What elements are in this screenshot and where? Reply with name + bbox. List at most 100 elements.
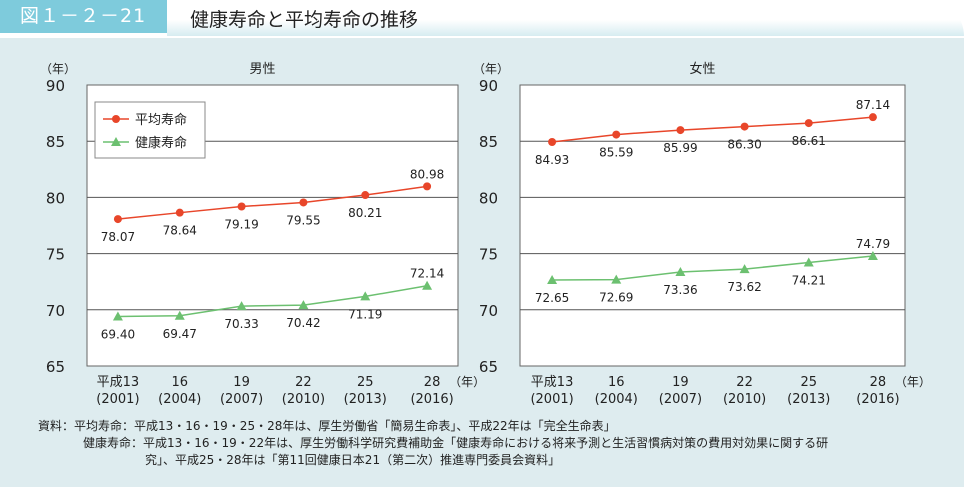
series-line bbox=[552, 255, 873, 281]
data-label: 80.98 bbox=[410, 167, 444, 181]
x-tick-label: 25 bbox=[357, 375, 374, 390]
figure-title: 健康寿命と平均寿命の推移 bbox=[190, 9, 419, 31]
legend-box bbox=[94, 101, 206, 159]
data-point bbox=[174, 310, 185, 320]
plot-area bbox=[519, 84, 906, 367]
data-point bbox=[612, 130, 621, 139]
data-label: 74.21 bbox=[792, 273, 826, 287]
x-tick-sublabel: (2016) bbox=[410, 392, 453, 407]
data-point bbox=[298, 300, 309, 310]
x-tick-label: 25 bbox=[800, 375, 817, 390]
data-point bbox=[675, 267, 686, 277]
y-tick-label: 80 bbox=[479, 189, 498, 207]
chart-title: 男性 bbox=[249, 62, 275, 77]
y-tick-label: 90 bbox=[479, 77, 498, 95]
data-label: 79.55 bbox=[286, 213, 320, 227]
y-tick-label: 85 bbox=[479, 133, 498, 151]
data-label: 72.14 bbox=[410, 267, 444, 281]
legend-marker bbox=[112, 115, 120, 123]
source-line-3: 究」、平成25・28年は「第11回健康日本21（第二次）推進専門委員会資料」 bbox=[145, 453, 561, 467]
x-tick-label: 22 bbox=[736, 375, 753, 390]
y-tick-label: 80 bbox=[46, 189, 65, 207]
data-label: 80.21 bbox=[348, 206, 382, 220]
data-point bbox=[611, 274, 622, 284]
data-point bbox=[360, 291, 371, 301]
y-axis-unit: （年） bbox=[40, 62, 76, 76]
y-tick-label: 75 bbox=[479, 246, 498, 264]
x-tick-sublabel: (2007) bbox=[220, 392, 263, 407]
x-tick-sublabel: (2004) bbox=[595, 392, 638, 407]
data-point bbox=[803, 257, 814, 267]
data-point bbox=[175, 208, 184, 217]
data-label: 69.47 bbox=[163, 327, 197, 341]
x-tick-label: 19 bbox=[672, 375, 689, 390]
legend-label: 健康寿命 bbox=[135, 135, 187, 151]
data-label: 70.33 bbox=[224, 317, 258, 331]
x-tick-label: 28 bbox=[424, 375, 441, 390]
data-point bbox=[422, 280, 433, 290]
x-tick-label: 22 bbox=[295, 375, 312, 390]
data-label: 73.36 bbox=[663, 283, 697, 297]
x-tick-label: 16 bbox=[608, 375, 625, 390]
x-tick-label: 16 bbox=[171, 375, 188, 390]
x-axis-unit: （年） bbox=[449, 375, 485, 389]
y-tick-label: 90 bbox=[46, 77, 65, 95]
data-point bbox=[113, 215, 122, 224]
figure-number: 図１－２－21 bbox=[0, 0, 167, 33]
series-line bbox=[117, 285, 428, 318]
x-tick-sublabel: (2004) bbox=[158, 392, 201, 407]
data-point bbox=[237, 202, 246, 211]
series-line bbox=[551, 116, 873, 143]
legend-marker bbox=[111, 137, 121, 146]
y-tick-label: 65 bbox=[479, 358, 498, 376]
source-line-1: 資料：平均寿命：平成13・16・19・25・28年は、厚生労働省「簡易生命表」、… bbox=[38, 419, 616, 433]
x-tick-sublabel: (2010) bbox=[282, 392, 325, 407]
data-point bbox=[112, 311, 123, 321]
data-label: 78.07 bbox=[101, 230, 135, 244]
x-tick-label: 28 bbox=[870, 375, 887, 390]
x-tick-sublabel: (2013) bbox=[344, 392, 387, 407]
x-tick-label: 平成13 bbox=[97, 375, 140, 390]
data-point bbox=[676, 126, 685, 135]
x-tick-sublabel: (2013) bbox=[787, 392, 830, 407]
y-tick-label: 85 bbox=[46, 133, 65, 151]
source-line-2: 健康寿命：平成13・16・19・22年は、厚生労働科学研究費補助金「健康寿命にお… bbox=[83, 436, 829, 450]
data-label: 87.14 bbox=[856, 98, 890, 112]
data-point bbox=[547, 275, 558, 285]
header-band bbox=[167, 0, 964, 36]
x-tick-label: 平成13 bbox=[531, 375, 574, 390]
x-tick-sublabel: (2001) bbox=[530, 392, 573, 407]
data-label: 79.19 bbox=[224, 218, 258, 232]
data-label: 84.93 bbox=[535, 153, 569, 167]
data-point bbox=[804, 119, 813, 128]
data-point bbox=[867, 250, 878, 260]
y-axis-unit: （年） bbox=[473, 62, 509, 76]
data-point bbox=[236, 301, 247, 311]
legend-label: 平均寿命 bbox=[135, 112, 187, 128]
data-label: 86.61 bbox=[792, 134, 826, 148]
data-label: 86.30 bbox=[727, 138, 761, 152]
data-label: 72.69 bbox=[599, 291, 633, 305]
data-point bbox=[299, 198, 308, 207]
data-label: 72.65 bbox=[535, 291, 569, 305]
data-point bbox=[548, 137, 557, 146]
data-label: 85.59 bbox=[599, 146, 633, 160]
data-label: 70.42 bbox=[286, 316, 320, 330]
x-tick-sublabel: (2001) bbox=[96, 392, 139, 407]
y-tick-label: 75 bbox=[46, 246, 65, 264]
data-point bbox=[740, 122, 749, 131]
data-point bbox=[423, 182, 432, 191]
data-label: 71.19 bbox=[348, 307, 382, 321]
data-point bbox=[739, 264, 750, 274]
y-tick-label: 65 bbox=[46, 358, 65, 376]
x-axis-unit: （年） bbox=[895, 375, 931, 389]
data-label: 73.62 bbox=[727, 280, 761, 294]
data-point bbox=[361, 191, 370, 200]
chart-title: 女性 bbox=[689, 61, 715, 77]
data-label: 85.99 bbox=[663, 141, 697, 155]
data-label: 78.64 bbox=[163, 224, 197, 238]
series-line bbox=[117, 185, 428, 220]
x-tick-sublabel: (2010) bbox=[723, 392, 766, 407]
x-tick-sublabel: (2016) bbox=[856, 392, 899, 407]
x-tick-sublabel: (2007) bbox=[659, 392, 702, 407]
